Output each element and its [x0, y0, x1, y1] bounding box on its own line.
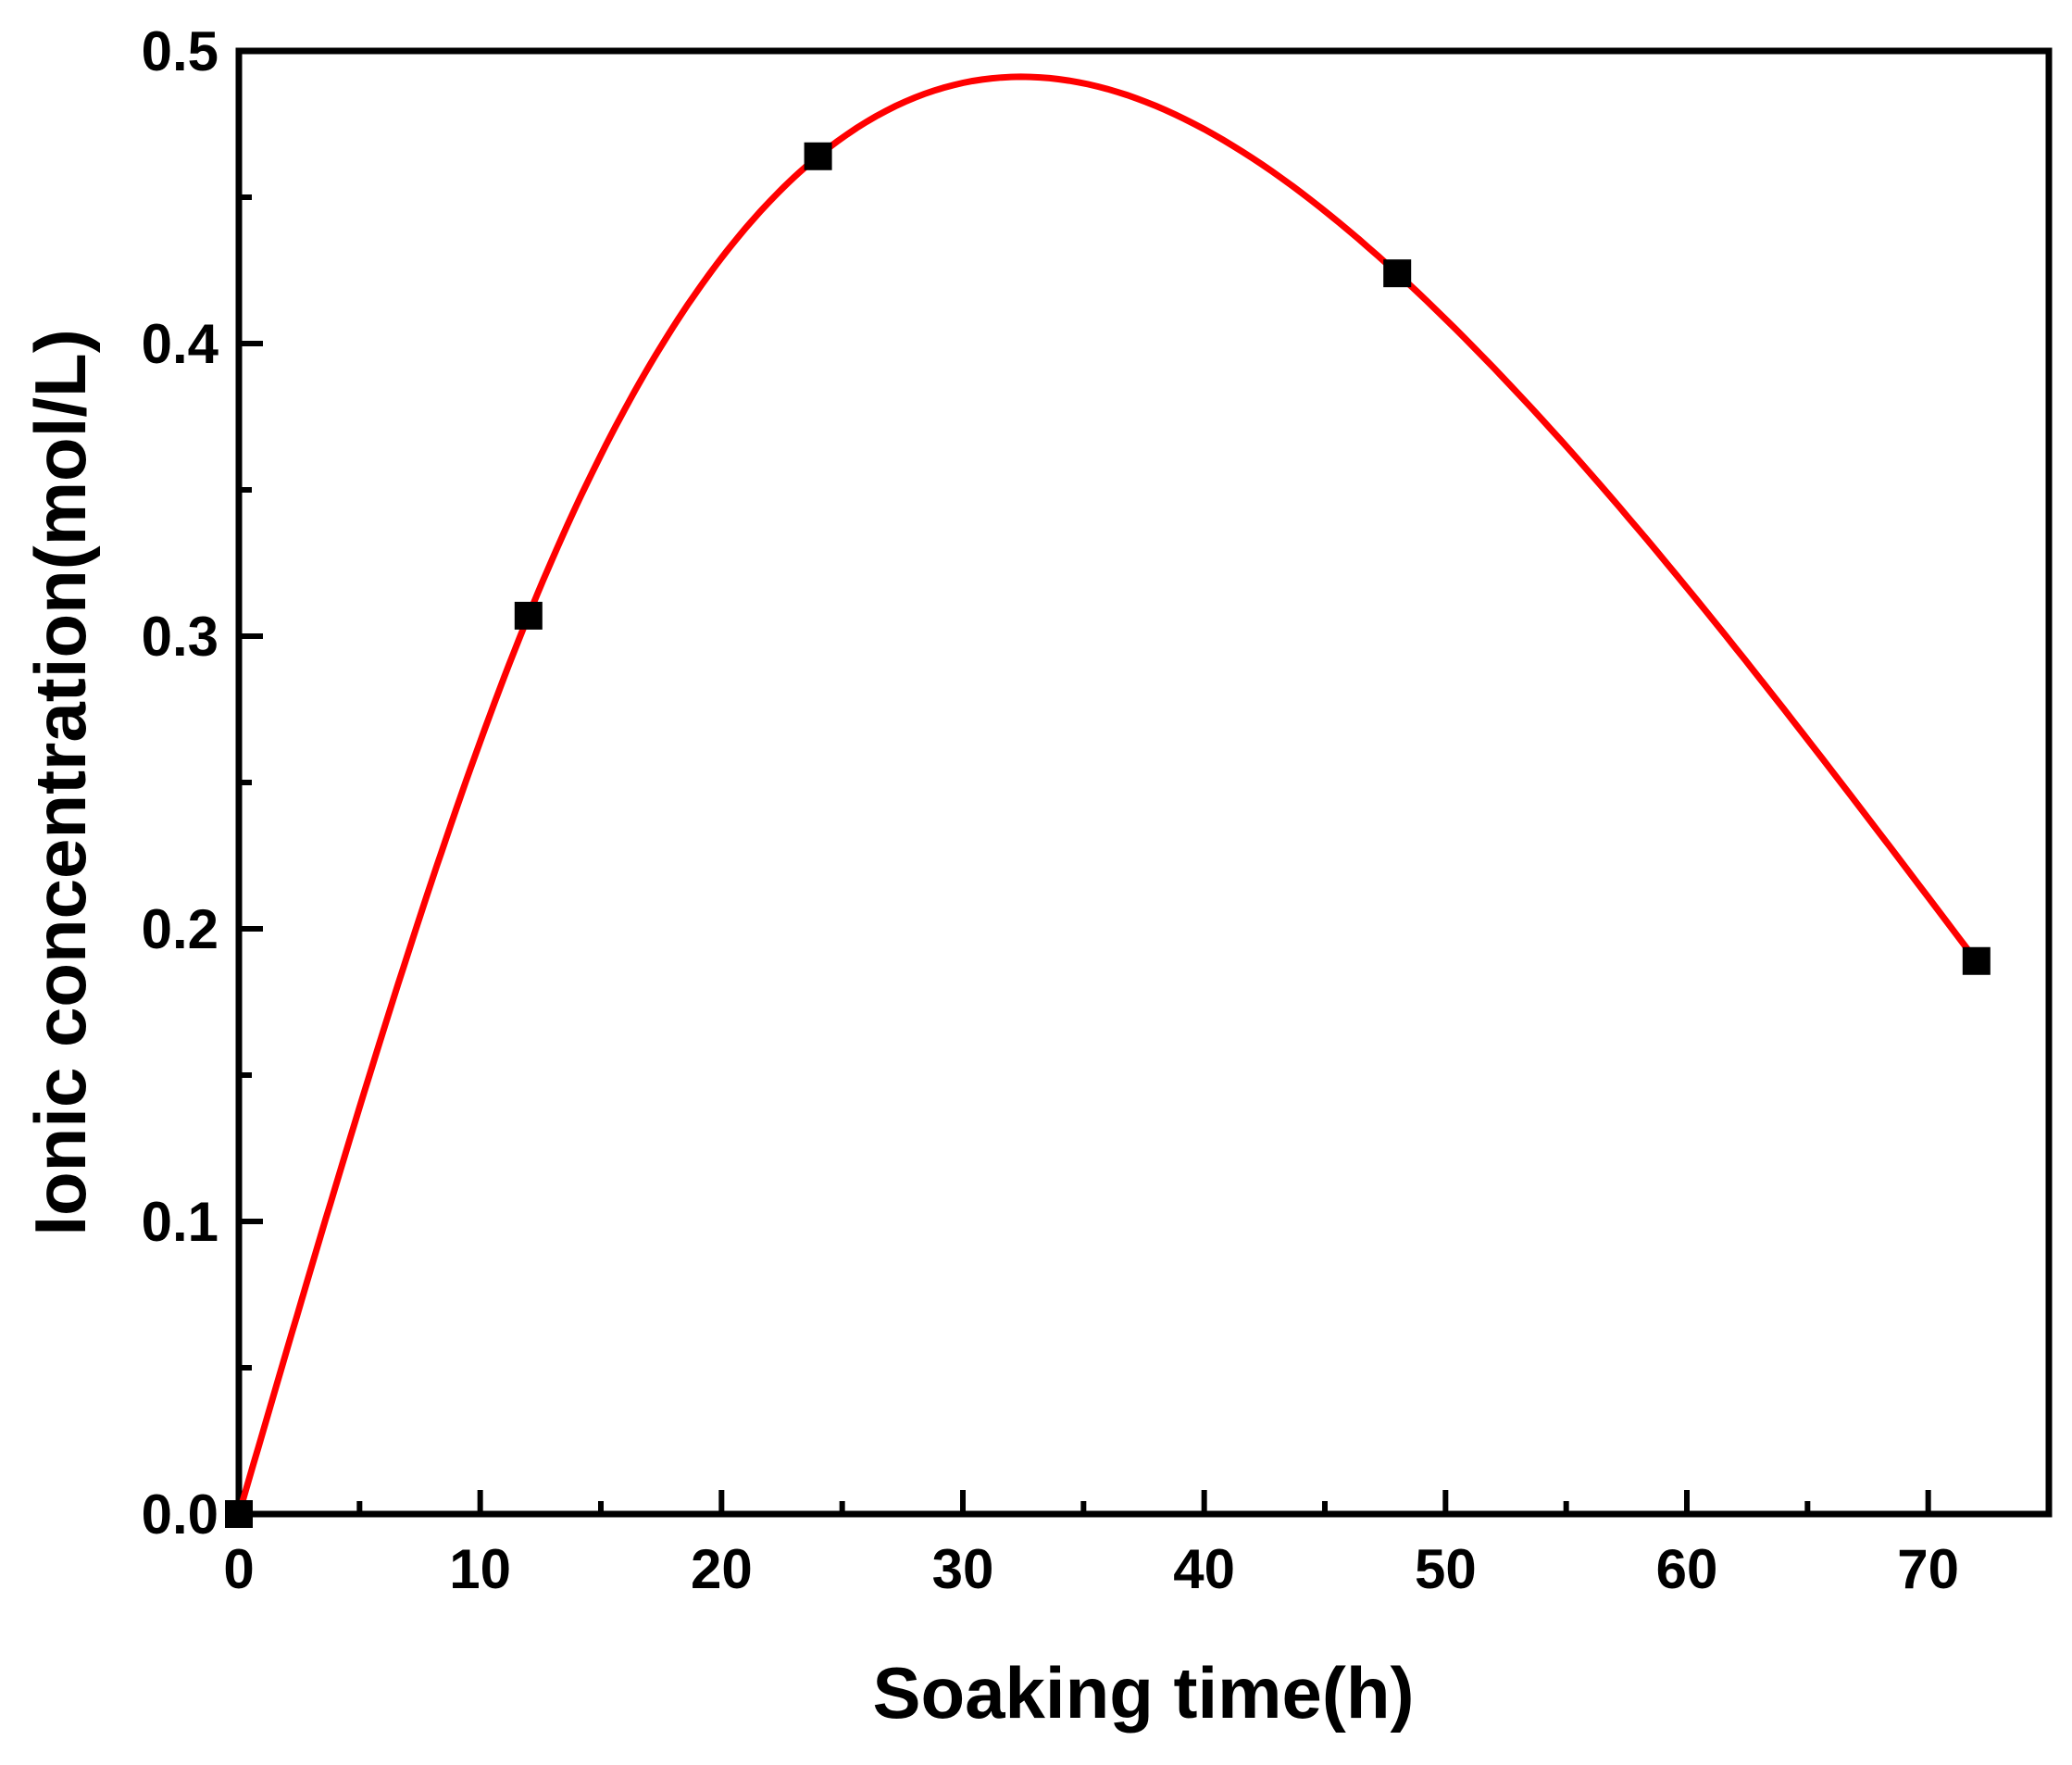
y-tick-label: 0.0 [142, 1483, 218, 1546]
y-tick-label: 0.5 [142, 20, 218, 82]
x-tick-label: 0 [223, 1538, 254, 1600]
data-point [1383, 259, 1412, 288]
x-axis-title: Soaking time(h) [872, 1652, 1414, 1734]
data-markers [225, 142, 1991, 1528]
x-tick-labels: 0 10 20 30 40 50 60 70 [223, 1538, 1959, 1600]
data-point [225, 1500, 253, 1528]
x-tick-label: 20 [691, 1538, 753, 1600]
x-tick-label: 60 [1656, 1538, 1718, 1600]
x-tick-label: 10 [449, 1538, 511, 1600]
y-tick-label: 0.1 [142, 1191, 218, 1253]
x-tick-label: 30 [932, 1538, 994, 1600]
x-tick-label: 50 [1415, 1538, 1477, 1600]
data-point [1962, 946, 1991, 975]
x-tick-label: 70 [1897, 1538, 1959, 1600]
data-point [804, 142, 832, 170]
data-point [514, 601, 543, 630]
y-tick-label: 0.4 [142, 313, 219, 375]
axis-ticks [236, 48, 2052, 1517]
fit-curve [235, 73, 1979, 1515]
x-tick-label: 40 [1173, 1538, 1235, 1600]
y-tick-label: 0.3 [142, 606, 218, 668]
y-tick-labels: 0.0 0.1 0.2 0.3 0.4 0.5 [142, 20, 219, 1546]
plot-frame [235, 47, 2053, 1518]
y-tick-label: 0.2 [142, 898, 218, 960]
y-axis-title: Ionic concentration(mol/L) [19, 329, 101, 1235]
